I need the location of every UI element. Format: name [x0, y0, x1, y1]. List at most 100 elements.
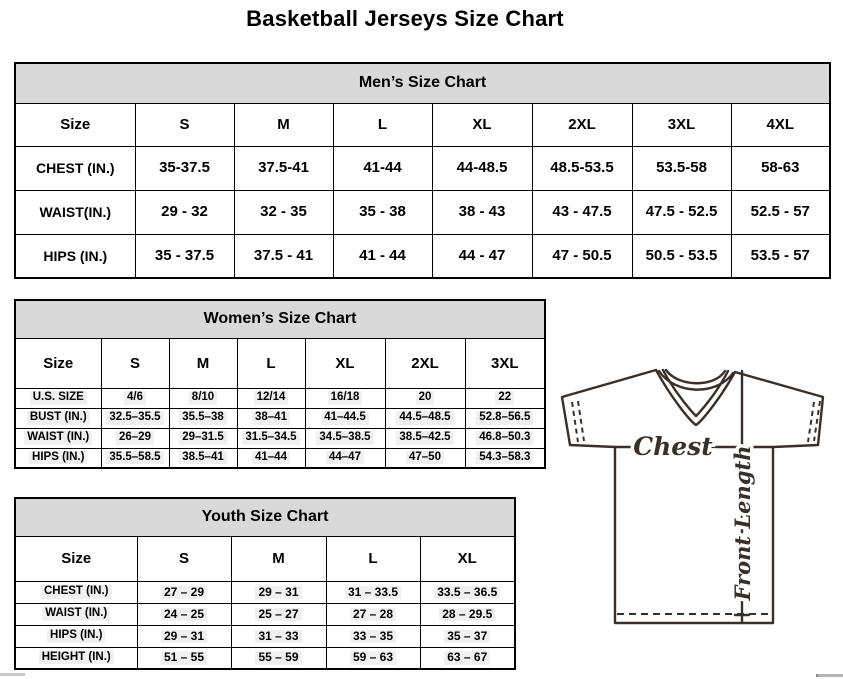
value-cell: 53.5 - 57	[730, 233, 831, 279]
value-cell: 44–47	[304, 447, 386, 469]
value-cell: 29–31.5	[168, 427, 238, 449]
left-cuff-dashed-line	[571, 401, 579, 443]
column-header: S	[100, 337, 170, 389]
table-row: CHEST (IN.) 27 – 29 29 – 31 31 – 33.5 33.5 –…	[14, 580, 516, 604]
value-cell: 43 - 47.5	[531, 189, 633, 235]
value-cell: 37.5-41	[233, 145, 334, 191]
value-cell: 31 – 33	[230, 624, 327, 648]
value-cell: 48.5-53.5	[531, 145, 633, 191]
column-header: 2XL	[531, 102, 633, 147]
row-label: WAIST (IN.)	[14, 602, 138, 626]
right-cuff-dashed-line-2	[813, 400, 821, 442]
value-cell: 29 – 31	[136, 624, 232, 648]
jersey-collar-back-arc-inner	[664, 368, 727, 385]
value-cell: 32.5–35.5	[100, 407, 170, 429]
row-label: HEIGHT (IN.)	[14, 646, 138, 670]
table-row: HEIGHT (IN.) 51 – 55 55 – 59 59 – 63 63 – 67	[14, 646, 516, 670]
value-cell: 35 - 38	[332, 189, 433, 235]
value-cell: 16/18	[304, 387, 386, 409]
value-cell: 31 – 33.5	[325, 580, 421, 604]
column-header: 3XL	[464, 337, 546, 389]
value-cell: 8/10	[168, 387, 238, 409]
value-cell: 46.8–50.3	[464, 427, 546, 449]
value-cell: 29 - 32	[134, 189, 235, 235]
value-cell: 55 – 59	[230, 646, 327, 670]
row-label: U.S. SIZE	[14, 387, 102, 409]
column-header: L	[325, 535, 421, 582]
value-cell: 59 – 63	[325, 646, 421, 670]
value-cell: 44 - 47	[431, 233, 533, 279]
jersey-measurement-diagram: Chest Front Length	[560, 368, 825, 625]
value-cell: 53.5-58	[631, 145, 732, 191]
scrollbar-fragment-left[interactable]	[0, 673, 25, 676]
value-cell: 52.8–56.5	[464, 407, 546, 429]
value-cell: 63 – 67	[419, 646, 516, 670]
column-header: 3XL	[631, 102, 732, 147]
column-header: M	[230, 535, 327, 582]
jersey-collar-back-arc	[657, 369, 735, 391]
page-title: Basketball Jerseys Size Chart	[246, 6, 564, 31]
value-cell: 44-48.5	[431, 145, 533, 191]
value-cell: 38–41	[236, 407, 306, 429]
row-label: CHEST (IN.)	[14, 145, 136, 191]
youth-size-chart-table: Youth Size Chart Size S M L XL CHEST (IN.) 27 –…	[14, 497, 516, 670]
value-cell: 25 – 27	[230, 602, 327, 626]
value-cell: 50.5 - 53.5	[631, 233, 732, 279]
table-row: WAIST(IN.) 29 - 32 32 - 35 35 - 38 38 - 43 43…	[14, 189, 831, 235]
row-label: HIPS (IN.)	[14, 447, 102, 469]
value-cell: 41–44	[236, 447, 306, 469]
value-cell: 38 - 43	[431, 189, 533, 235]
value-cell: 34.5–38.5	[304, 427, 386, 449]
value-cell: 22	[464, 387, 546, 409]
column-header: Size	[14, 535, 138, 582]
table-title: Women’s Size Chart	[14, 299, 546, 339]
value-cell: 32 - 35	[233, 189, 334, 235]
value-cell: 51 – 55	[136, 646, 232, 670]
column-header: 2XL	[384, 337, 466, 389]
column-header: M	[168, 337, 238, 389]
scrollbar-fragment-right[interactable]	[816, 674, 843, 677]
womens-size-chart-table: Women’s Size Chart Size S M L XL 2XL 3XL U.S. SI…	[14, 299, 547, 469]
column-header: Size	[14, 337, 102, 389]
value-cell: 52.5 - 57	[730, 189, 831, 235]
value-cell: 26–29	[100, 427, 170, 449]
value-cell: 41-44	[332, 145, 433, 191]
value-cell: 38.5–42.5	[384, 427, 466, 449]
column-header: S	[134, 102, 235, 147]
value-cell: 31.5–34.5	[236, 427, 306, 449]
value-cell: 35.5–58.5	[100, 447, 170, 469]
column-header: S	[136, 535, 232, 582]
row-label: HIPS (IN.)	[14, 624, 138, 648]
column-header: M	[233, 102, 334, 147]
value-cell: 24 – 25	[136, 602, 232, 626]
chest-label: Chest	[633, 432, 713, 461]
jersey-collar-inner-v	[661, 368, 730, 418]
value-cell: 29 – 31	[230, 580, 327, 604]
value-cell: 35.5–38	[168, 407, 238, 429]
mens-size-chart-table: Men’s Size Chart Size S M L XL 2XL 3XL 4XL CHEST …	[14, 62, 832, 279]
value-cell: 47–50	[384, 447, 466, 469]
table-title: Men’s Size Chart	[14, 62, 831, 104]
value-cell: 44.5–48.5	[384, 407, 466, 429]
value-cell: 38.5–41	[168, 447, 238, 469]
value-cell: 35-37.5	[134, 145, 235, 191]
right-cuff-dashed-line	[807, 401, 815, 443]
table-row: U.S. SIZE 4/6 8/10 12/14 16/18 20 22	[14, 387, 546, 409]
table-row: CHEST (IN.) 35-37.5 37.5-41 41-44 44-48.5 48.…	[14, 145, 831, 191]
row-label: CHEST (IN.)	[14, 580, 138, 604]
value-cell: 27 – 29	[136, 580, 232, 604]
table-row: WAIST (IN.) 26–29 29–31.5 31.5–34.5 34.5–38.…	[14, 427, 546, 449]
jersey-outline	[560, 368, 825, 625]
column-header: XL	[431, 102, 533, 147]
column-header: XL	[304, 337, 386, 389]
value-cell: 33.5 – 36.5	[419, 580, 516, 604]
value-cell: 12/14	[236, 387, 306, 409]
table-row: BUST (IN.) 32.5–35.5 35.5–38 38–41 41–44.5 44…	[14, 407, 546, 429]
value-cell: 37.5 - 41	[233, 233, 334, 279]
column-header: XL	[419, 535, 516, 582]
value-cell: 35 - 37.5	[134, 233, 235, 279]
table-row: HIPS (IN.) 29 – 31 31 – 33 33 – 35 35 – 37	[14, 624, 516, 648]
value-cell: 33 – 35	[325, 624, 421, 648]
column-header: L	[332, 102, 433, 147]
